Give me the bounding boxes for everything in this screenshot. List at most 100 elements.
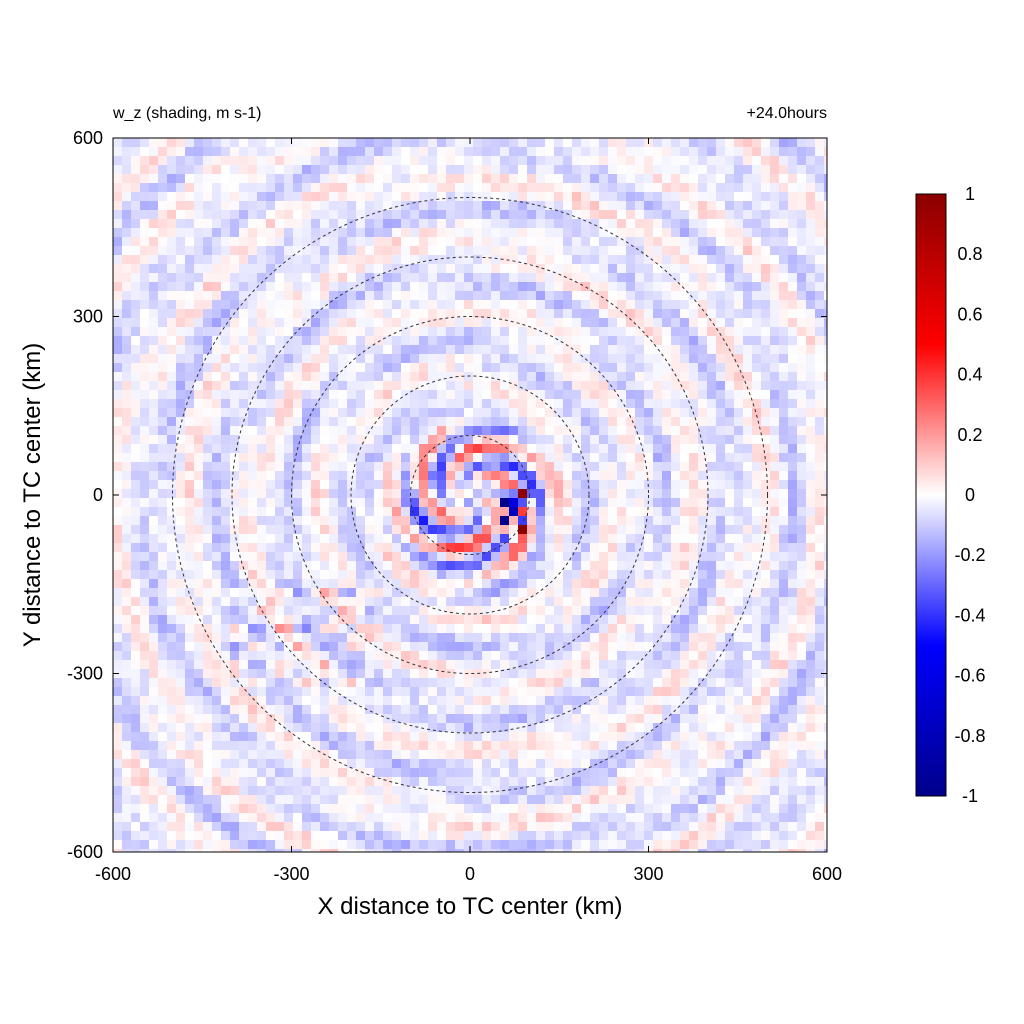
heatmap-cell (194, 174, 204, 184)
heatmap-cell (311, 300, 321, 310)
heatmap-cell (113, 579, 123, 589)
heatmap-cell (581, 165, 591, 175)
heatmap-cell (626, 642, 636, 652)
heatmap-cell (752, 210, 762, 220)
heatmap-cell (293, 552, 303, 562)
heatmap-cell (356, 156, 366, 166)
heatmap-cell (230, 507, 240, 517)
heatmap-cell (185, 354, 195, 364)
heatmap-cell (437, 525, 447, 535)
heatmap-cell (392, 669, 402, 679)
heatmap-cell (401, 651, 411, 661)
heatmap-cell (545, 552, 555, 562)
heatmap-cell (410, 174, 420, 184)
heatmap-cell (167, 318, 177, 328)
heatmap-cell (590, 633, 600, 643)
heatmap-cell (320, 174, 330, 184)
heatmap-cell (320, 147, 330, 157)
heatmap-cell (698, 228, 708, 238)
heatmap-cell (410, 201, 420, 211)
heatmap-cell (590, 165, 600, 175)
heatmap-cell (599, 156, 609, 166)
heatmap-cell (212, 498, 222, 508)
heatmap-cell (392, 426, 402, 436)
heatmap-cell (536, 633, 546, 643)
heatmap-cell (383, 399, 393, 409)
heatmap-cell (644, 435, 654, 445)
heatmap-cell (428, 354, 438, 364)
heatmap-cell (383, 210, 393, 220)
heatmap-cell (329, 273, 339, 283)
heatmap-cell (473, 174, 483, 184)
heatmap-cell (329, 417, 339, 427)
heatmap-cell (500, 534, 510, 544)
heatmap-cell (788, 381, 798, 391)
heatmap-cell (464, 444, 474, 454)
heatmap-cell (230, 417, 240, 427)
heatmap-cell (608, 624, 618, 634)
heatmap-cell (599, 489, 609, 499)
heatmap-cell (176, 462, 186, 472)
heatmap-cell (266, 453, 276, 463)
heatmap-cell (140, 660, 150, 670)
heatmap-cell (491, 318, 501, 328)
heatmap-cell (743, 480, 753, 490)
heatmap-cell (140, 525, 150, 535)
heatmap-cell (707, 399, 717, 409)
heatmap-cell (347, 264, 357, 274)
heatmap-cell (824, 543, 827, 553)
heatmap-cell (770, 651, 780, 661)
heatmap-cell (293, 516, 303, 526)
heatmap-cell (185, 192, 195, 202)
heatmap-cell (788, 534, 798, 544)
heatmap-cell (806, 336, 816, 346)
heatmap-cell (509, 309, 519, 319)
heatmap-cell (248, 660, 258, 670)
heatmap-cell (527, 642, 537, 652)
heatmap-cell (680, 669, 690, 679)
heatmap-cell (788, 147, 798, 157)
heatmap-cell (221, 192, 231, 202)
heatmap-cell (221, 417, 231, 427)
heatmap-cell (662, 354, 672, 364)
heatmap-cell (707, 165, 717, 175)
heatmap-cell (230, 219, 240, 229)
heatmap-cell (167, 633, 177, 643)
heatmap-cell (518, 372, 528, 382)
heatmap-cell (626, 651, 636, 661)
heatmap-cell (275, 624, 285, 634)
heatmap-cell (743, 498, 753, 508)
heatmap-cell (257, 183, 267, 193)
heatmap-cell (806, 687, 816, 697)
heatmap-cell (527, 624, 537, 634)
heatmap-cell (761, 381, 771, 391)
heatmap-cell (725, 237, 735, 247)
heatmap-cell (626, 246, 636, 256)
heatmap-cell (491, 273, 501, 283)
heatmap-cell (779, 336, 789, 346)
heatmap-cell (617, 228, 627, 238)
heatmap-cell (617, 660, 627, 670)
heatmap-cell (590, 192, 600, 202)
heatmap-cell (401, 282, 411, 292)
heatmap-cell (464, 291, 474, 301)
heatmap-cell (716, 480, 726, 490)
heatmap-cell (203, 417, 213, 427)
heatmap-cell (221, 678, 231, 688)
heatmap-cell (671, 300, 681, 310)
heatmap-cell (824, 192, 827, 202)
heatmap-cell (428, 246, 438, 256)
heatmap-cell (455, 597, 465, 607)
heatmap-cell (608, 471, 618, 481)
heatmap-cell (590, 372, 600, 382)
heatmap-cell (527, 318, 537, 328)
heatmap-cell (743, 363, 753, 373)
heatmap-cell (752, 561, 762, 571)
heatmap-cell (131, 138, 141, 148)
heatmap-cell (212, 633, 222, 643)
heatmap-cell (311, 183, 321, 193)
heatmap-cell (734, 678, 744, 688)
heatmap-cell (662, 255, 672, 265)
heatmap-cell (446, 678, 456, 688)
heatmap-cell (158, 327, 168, 337)
